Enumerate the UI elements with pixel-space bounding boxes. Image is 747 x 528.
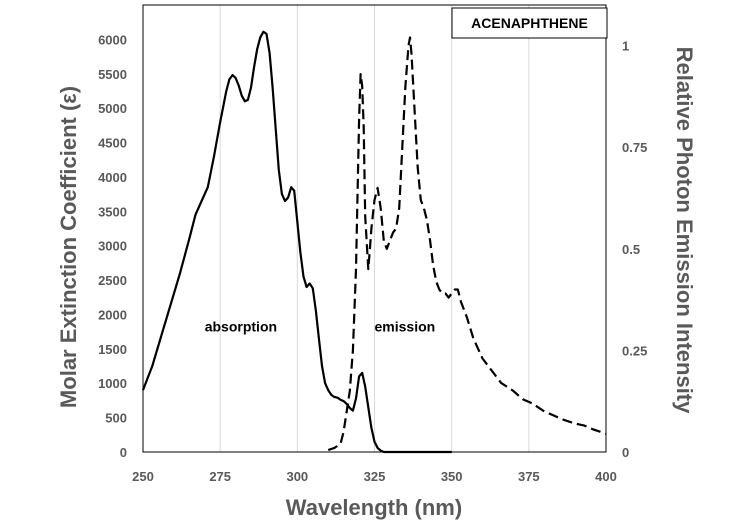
chart-title: ACENAPHTHENE [471,15,588,31]
gridlines [219,5,530,452]
left-y-tick-label: 2500 [98,273,127,288]
left-y-tick-label: 5000 [98,101,127,116]
x-tick-label: 375 [518,469,540,484]
left-y-tick-label: 4500 [98,136,127,151]
plot-area-frame [142,4,607,453]
left-y-tick-label: 2000 [98,307,127,322]
emission-label: emission [375,319,436,335]
left-y-tick-label: 6000 [98,32,127,47]
x-axis-ticks: 250 275 300 325 350 375 400 [132,469,617,484]
left-y-tick-label: 4000 [98,170,127,185]
x-axis-title: Wavelength (nm) [286,495,462,520]
right-y-axis-title: Relative Photon Emission Intensity [672,47,697,415]
x-tick-label: 350 [441,469,463,484]
left-y-tick-label: 3500 [98,204,127,219]
right-y-axis-ticks: 0 0.25 0.5 0.75 1 [622,39,647,460]
right-y-tick-label: 0 [622,445,629,460]
right-y-tick-label: 0.75 [622,140,647,155]
left-y-tick-label: 1000 [98,376,127,391]
right-y-tick-label: 0.5 [622,242,640,257]
left-y-tick-label: 5500 [98,67,127,82]
left-y-axis-title: Molar Extinction Coefficient (ε) [56,86,81,408]
absorption-label: absorption [205,319,277,335]
left-y-axis-ticks: 0 500 1000 1500 2000 2500 3000 3500 4000 4500 5000… [98,32,127,460]
chart-title-box: ACENAPHTHENE [451,7,608,39]
right-y-tick-label: 0.25 [622,343,647,358]
x-tick-label: 300 [286,469,308,484]
left-y-tick-label: 500 [105,411,127,426]
emission-series-line [327,36,607,452]
x-tick-label: 250 [132,469,154,484]
absorption-series-line [141,30,452,454]
left-y-tick-label: 0 [120,445,127,460]
right-y-tick-label: 1 [622,39,629,54]
left-y-tick-label: 3000 [98,239,127,254]
x-tick-label: 325 [364,469,386,484]
x-tick-label: 400 [595,469,617,484]
x-tick-label: 275 [209,469,231,484]
left-y-tick-label: 1500 [98,342,127,357]
